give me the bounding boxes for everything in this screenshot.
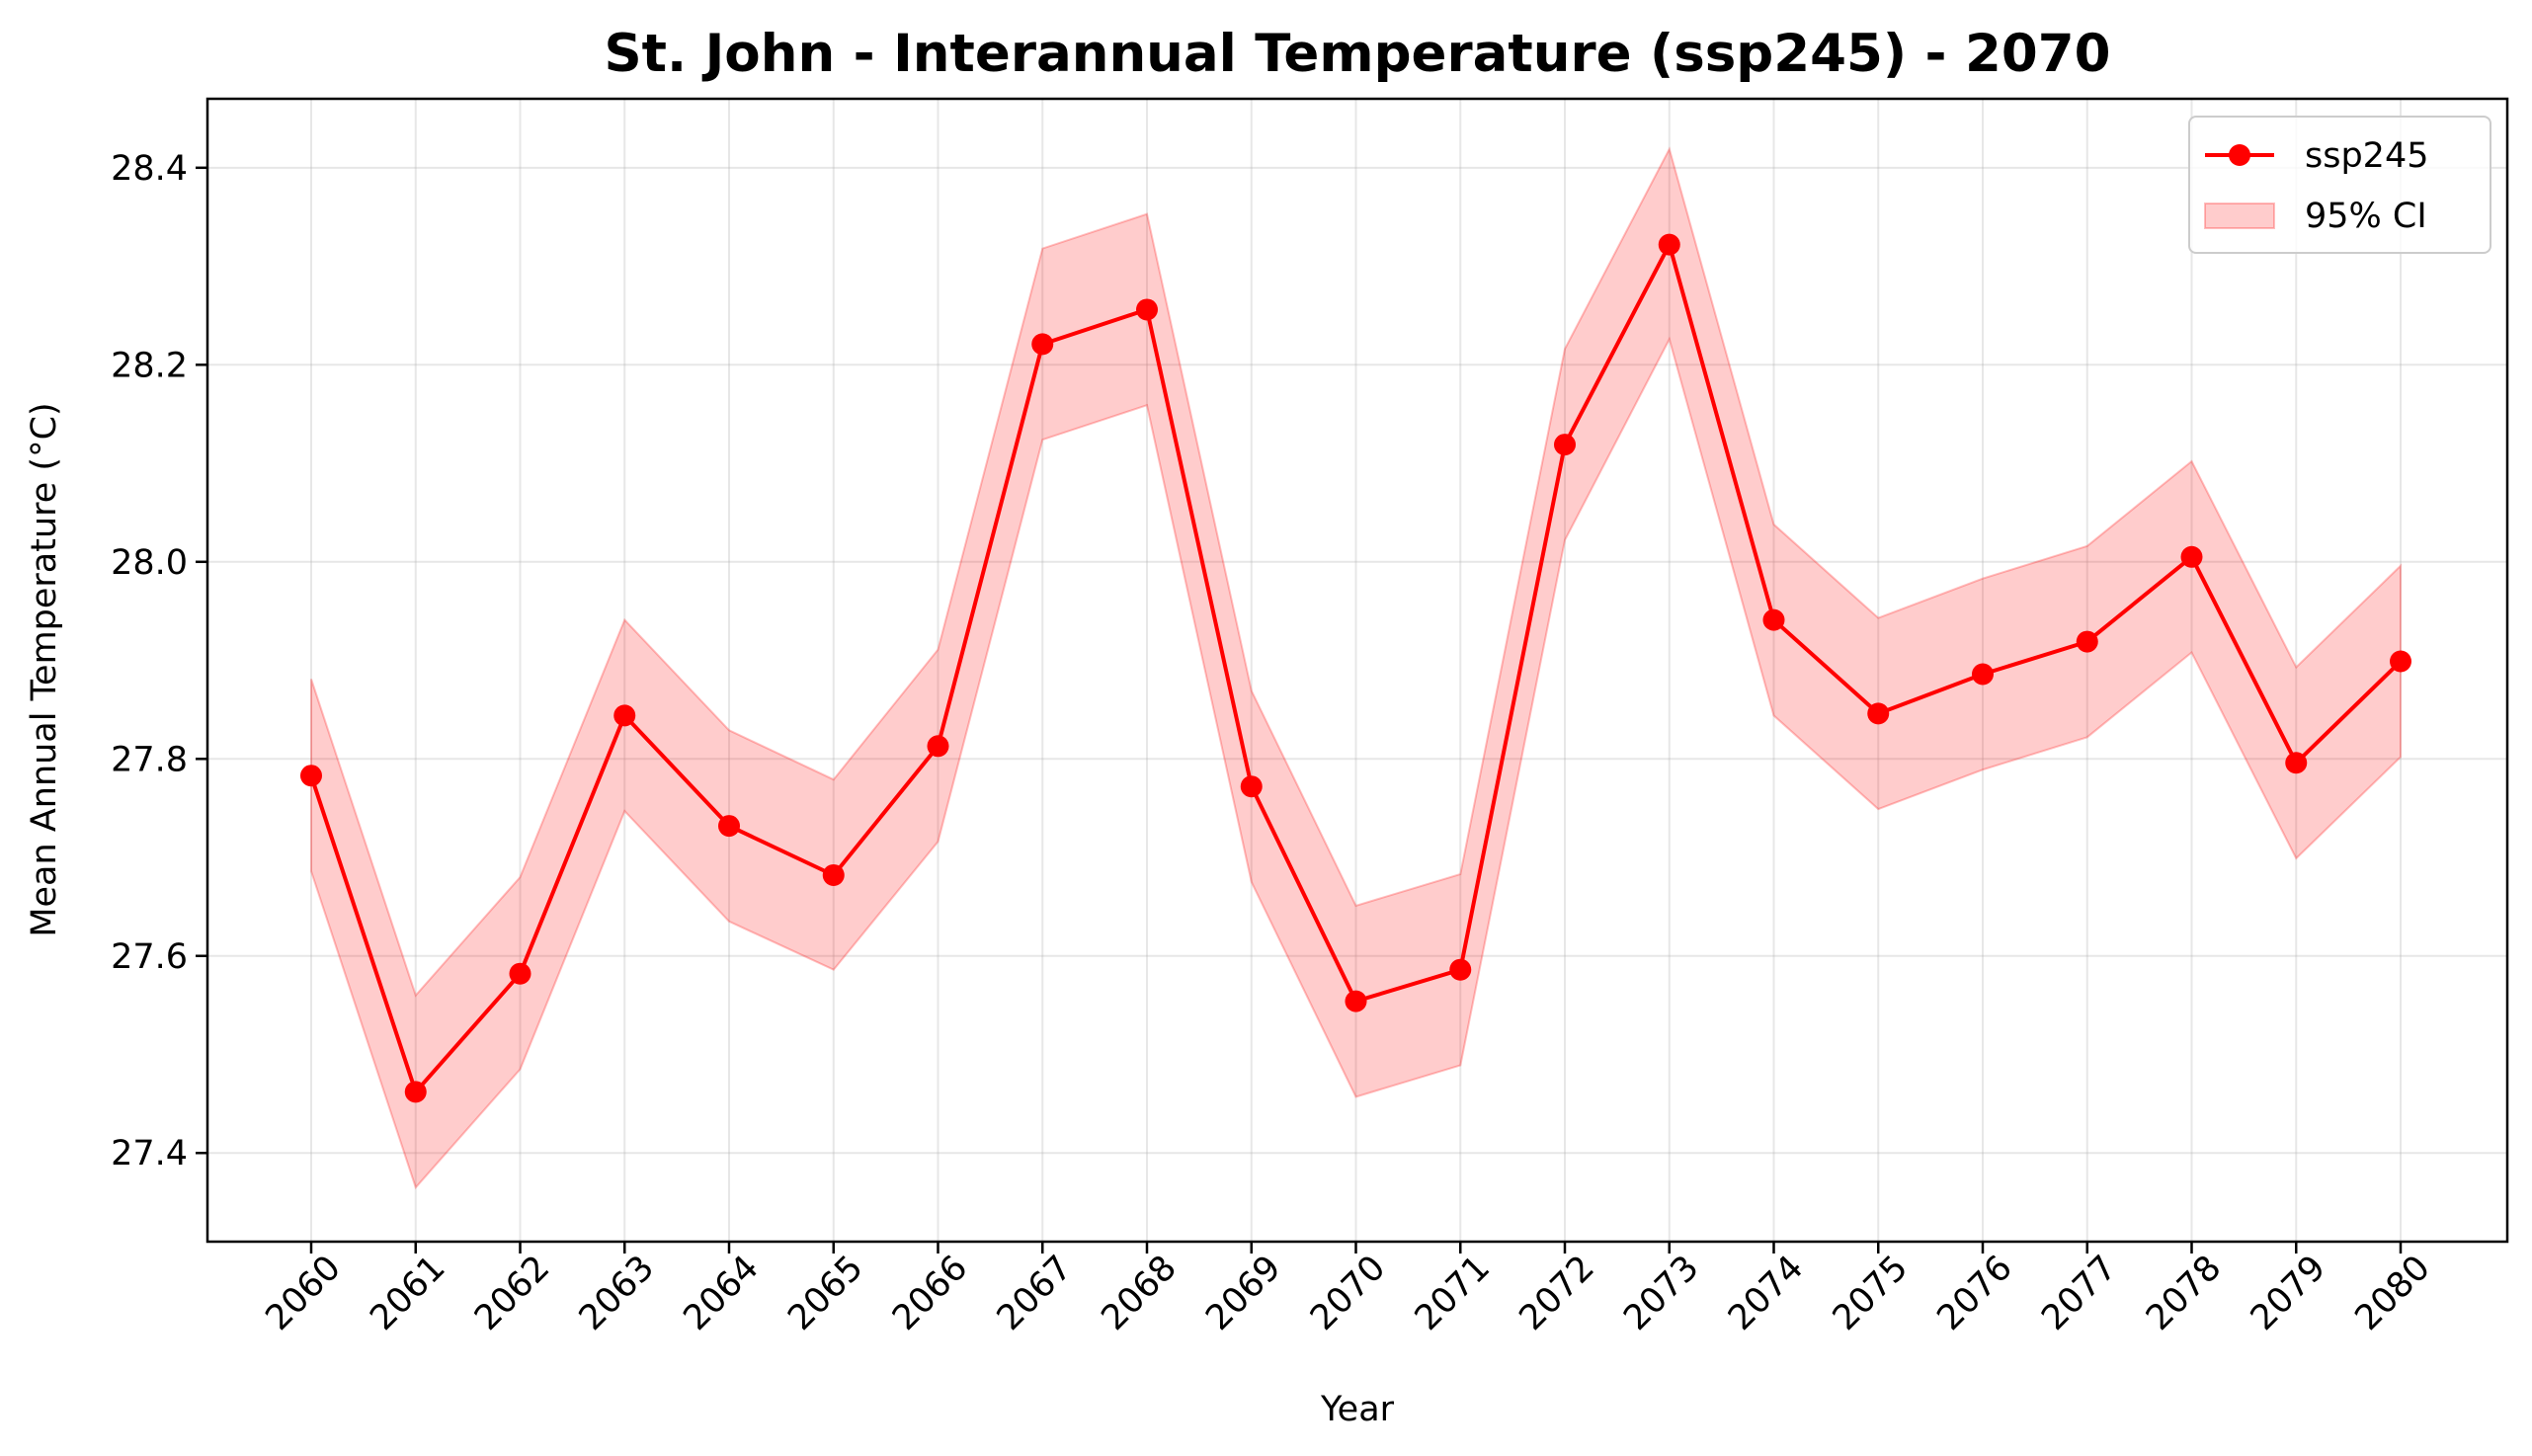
data-point [822, 863, 845, 886]
plot-frame [205, 97, 2509, 1244]
y-tick-label: 27.8 [111, 740, 188, 779]
y-tick-label: 27.4 [111, 1134, 188, 1173]
data-point [1554, 434, 1576, 456]
y-tick-label: 28.2 [111, 346, 188, 385]
legend-label-series: ssp245 [2305, 136, 2429, 176]
data-point [927, 735, 949, 758]
data-point [1867, 702, 1890, 725]
x-axis-label: Year [1320, 1390, 1395, 1429]
y-axis-label: Mean Annual Temperature (°C) [25, 402, 64, 936]
legend-marker-swatch [2229, 144, 2250, 166]
y-tick-label: 27.6 [111, 937, 188, 977]
grid-lines [207, 99, 2507, 1242]
confidence-band-layer [310, 146, 2402, 1190]
data-point [300, 765, 322, 787]
data-point [718, 815, 740, 838]
data-point [404, 1081, 427, 1103]
data-point [509, 962, 531, 985]
legend-label-band: 95% CI [2305, 197, 2427, 236]
data-point [2180, 545, 2203, 568]
legend: ssp245 95% CI [2188, 116, 2491, 254]
data-point [1658, 233, 1680, 256]
y-tick-label: 28.0 [111, 543, 188, 583]
data-point [2390, 650, 2411, 673]
data-point [1240, 775, 1263, 798]
legend-frame [2188, 116, 2491, 254]
data-point [1031, 333, 1054, 356]
data-point [1972, 663, 1994, 686]
y-tick-label: 28.4 [111, 149, 188, 189]
data-point [2076, 630, 2098, 653]
data-point [1345, 990, 1367, 1012]
data-point [2285, 752, 2308, 774]
y-axis-ticks: 27.4 27.6 27.8 28.0 28.2 28.4 [111, 149, 207, 1173]
data-point [1449, 958, 1472, 981]
legend-band-swatch [2204, 202, 2275, 229]
data-point [1136, 298, 1158, 321]
data-point-layer [300, 233, 2411, 1103]
data-point [1762, 608, 1785, 631]
data-point [613, 704, 636, 727]
chart-title: St. John - Interannual Temperature (ssp2… [605, 24, 2111, 84]
confidence-band [310, 146, 2402, 1190]
